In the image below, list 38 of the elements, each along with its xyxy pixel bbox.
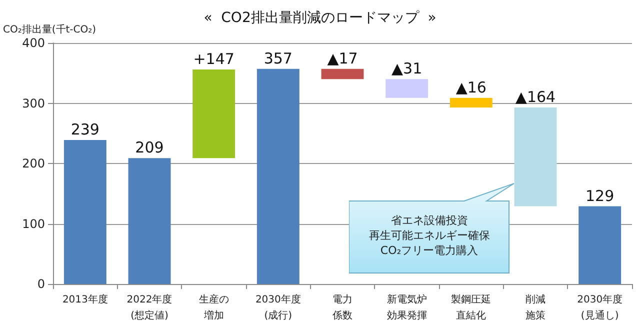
x-tick-label: 2030年度 (成行) <box>255 294 301 322</box>
data-label: ▲16 <box>456 78 486 96</box>
bar <box>256 68 300 284</box>
x-tick-label: 新電気炉効果発揮 <box>386 294 427 322</box>
data-label: 129 <box>586 186 614 205</box>
data-label: +147 <box>193 50 234 68</box>
bar <box>514 107 557 206</box>
x-tick-label: 2030年度 (見通し) <box>577 294 623 322</box>
x-tick-label: 2022年度 (想定値) <box>126 294 172 322</box>
bar <box>578 206 622 284</box>
x-tick-label: 電力係数 <box>332 294 352 322</box>
x-tick-label: 2013年度 <box>62 294 108 306</box>
x-tick-label: 削減施策 <box>526 294 546 322</box>
data-label: ▲17 <box>327 49 358 68</box>
x-tick-label: 製鋼圧延直結化 <box>451 294 492 322</box>
bar <box>128 158 171 284</box>
y-tick-label: 300 <box>22 96 45 110</box>
y-tick-label: 200 <box>22 156 45 170</box>
annotation: CO₂フリー電力購入 <box>380 244 478 257</box>
speech-bubble: 省エネ設備投資 再生可能エネルギー確保 CO₂フリー電力購入 <box>349 182 516 274</box>
annotation: 再生可能エネルギー確保 <box>368 228 490 242</box>
data-label: 357 <box>264 49 292 68</box>
x-tick-label: 生産の増加 <box>198 294 229 322</box>
data-label: 239 <box>70 120 100 139</box>
chart-title: « CO2排出量削減のロードマップ » <box>204 10 436 26</box>
y-tick-label: 100 <box>22 216 45 231</box>
y-axis-title: CO₂排出量(千t-CO₂) <box>3 24 96 36</box>
bar <box>192 70 236 158</box>
bar <box>386 79 428 98</box>
bar <box>321 68 364 80</box>
data-label: ▲31 <box>392 60 422 78</box>
y-tick-label: 0 <box>37 277 45 291</box>
bar <box>450 98 492 108</box>
annotation: 省エネ設備投資 <box>390 214 468 227</box>
bar <box>64 140 106 284</box>
data-label: 209 <box>135 138 164 157</box>
y-tick-label: 400 <box>22 36 45 50</box>
data-label: ▲164 <box>515 88 556 106</box>
